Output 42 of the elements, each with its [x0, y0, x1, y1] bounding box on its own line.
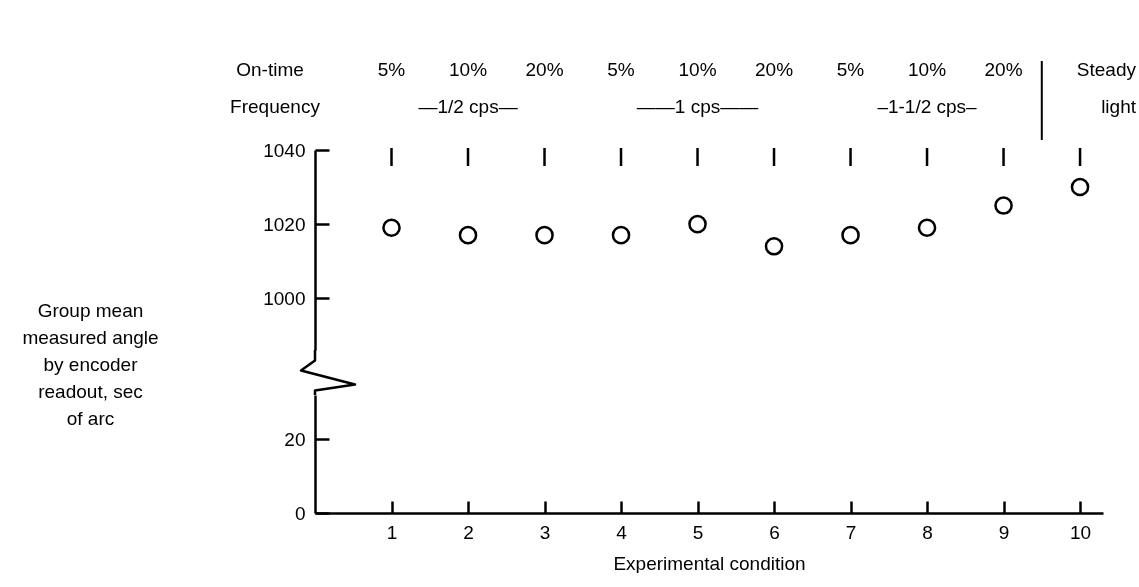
y-tick-label: 1000	[263, 287, 306, 309]
x-tick-label: 5	[692, 521, 704, 543]
point	[994, 196, 1013, 215]
text: ——1 cps——	[636, 96, 759, 117]
point	[764, 237, 784, 256]
text: Steady light	[1076, 59, 1137, 117]
point	[688, 214, 707, 234]
y-tick-label: 0	[294, 502, 306, 524]
x-tick-label: 4	[616, 521, 628, 543]
text: 10%	[448, 59, 488, 80]
text: 20%	[525, 59, 564, 80]
point	[917, 218, 937, 238]
x-tick-label: 8	[922, 521, 933, 543]
point	[611, 225, 631, 245]
x-tick-label: 7	[845, 521, 857, 543]
y-axis-title: Group mean measured angle by encoder readout, sec of arc	[22, 299, 159, 429]
text: 5%	[377, 59, 406, 80]
x-tick-label: 10	[1069, 521, 1092, 543]
text: 20%	[755, 59, 794, 80]
y-tick-label: 1020	[263, 213, 306, 235]
point	[458, 225, 478, 245]
x-tick-label: 9	[998, 521, 1010, 543]
point	[841, 225, 860, 245]
text: –1-1/2 cps–	[877, 96, 978, 117]
text: 10%	[908, 59, 947, 80]
text: 20%	[984, 59, 1023, 80]
text: 5%	[836, 59, 865, 80]
x-tick-label: 1	[386, 521, 398, 543]
text: On-time	[236, 59, 304, 80]
x-tick-label: 3	[539, 521, 551, 543]
x-tick-label: 6	[769, 521, 780, 543]
text: —1/2 cps—	[418, 96, 518, 117]
text: 10%	[678, 59, 717, 80]
x-tick-label: 2	[463, 521, 474, 543]
point	[382, 218, 401, 238]
point	[1070, 177, 1090, 197]
point	[535, 225, 554, 245]
text: Frequency	[230, 96, 321, 117]
x-axis-title: Experimental condition	[613, 552, 806, 574]
text: 5%	[607, 59, 635, 80]
y-tick-label: 1040	[263, 139, 306, 161]
y-tick-label: 20	[284, 428, 306, 450]
